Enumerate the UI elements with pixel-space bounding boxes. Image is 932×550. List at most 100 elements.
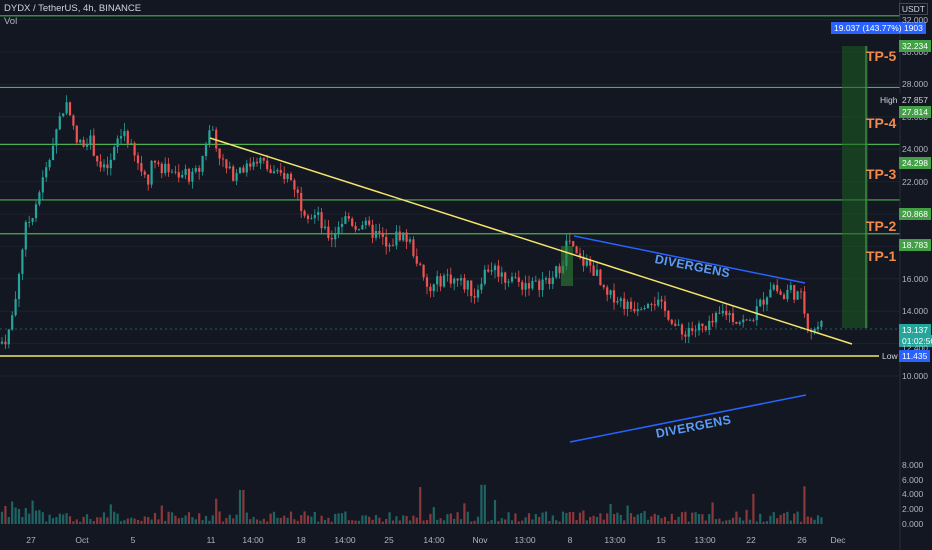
volume-bar bbox=[11, 501, 14, 524]
candle-body bbox=[626, 301, 629, 309]
candle-body bbox=[541, 279, 544, 291]
candle-body bbox=[259, 157, 262, 164]
candle-body bbox=[493, 265, 497, 271]
candle-body bbox=[616, 300, 619, 303]
volume-bar bbox=[82, 516, 85, 524]
volume-bar bbox=[565, 513, 568, 524]
volume-bar bbox=[92, 521, 95, 524]
candle-body bbox=[691, 328, 694, 331]
candle-body bbox=[680, 324, 684, 335]
currency-label[interactable]: USDT bbox=[898, 3, 928, 15]
volume-bar bbox=[34, 510, 38, 524]
candle-body bbox=[806, 313, 809, 331]
candle-body bbox=[510, 276, 514, 282]
volume-bar bbox=[211, 515, 214, 524]
candle-body bbox=[106, 164, 109, 169]
volume-bar bbox=[816, 515, 820, 524]
price-tick: 30.000 bbox=[902, 47, 928, 57]
volume-bar bbox=[504, 519, 507, 524]
target-level-lines bbox=[0, 15, 900, 235]
candle-body bbox=[204, 143, 208, 157]
candle-body bbox=[306, 215, 310, 219]
volume-bar bbox=[215, 498, 218, 524]
candle-body bbox=[657, 299, 660, 306]
candle-body bbox=[701, 323, 704, 327]
candle-body bbox=[708, 320, 711, 331]
candle-body bbox=[646, 303, 650, 308]
candle-body bbox=[769, 289, 772, 298]
volume-bar bbox=[548, 521, 551, 524]
volume-bar bbox=[660, 518, 663, 524]
volume-bar bbox=[459, 519, 463, 524]
volume-bar bbox=[422, 520, 425, 524]
volume-bar bbox=[181, 517, 184, 524]
volume-bar bbox=[514, 513, 517, 524]
volume-bar bbox=[599, 513, 602, 524]
candle-body bbox=[765, 297, 769, 305]
candle-body bbox=[432, 284, 435, 292]
breakout-highlight bbox=[561, 246, 573, 286]
candle-body bbox=[585, 260, 588, 266]
candle-body bbox=[425, 277, 429, 287]
volume-bar bbox=[123, 520, 126, 524]
time-tick: 14:00 bbox=[242, 535, 264, 545]
candle-body bbox=[449, 274, 452, 284]
candle-body bbox=[677, 324, 680, 326]
volume-bar bbox=[674, 519, 677, 524]
tp4-label: TP-4 bbox=[866, 115, 897, 131]
candle-body bbox=[276, 170, 279, 172]
candle-body bbox=[11, 315, 14, 330]
candle-body bbox=[459, 277, 463, 281]
volume-bar bbox=[538, 516, 541, 524]
candle-body bbox=[368, 220, 371, 225]
candle-body bbox=[249, 163, 252, 167]
candle-body bbox=[551, 277, 554, 285]
candle-body bbox=[347, 216, 350, 219]
volume-bar bbox=[619, 514, 622, 524]
candle-body bbox=[442, 275, 446, 287]
volume-bar bbox=[810, 517, 813, 524]
volume-bar bbox=[657, 515, 660, 524]
time-tick: 18 bbox=[296, 535, 306, 545]
countdown-tag: 01:02:56 bbox=[899, 335, 932, 347]
candle-body bbox=[65, 102, 68, 114]
volume-bar bbox=[99, 517, 102, 524]
candle-body bbox=[558, 266, 561, 273]
candle-body bbox=[796, 291, 799, 300]
price-tick: 32.000 bbox=[902, 14, 928, 25]
volume-bar bbox=[578, 512, 582, 524]
candle-body bbox=[718, 312, 721, 314]
volume-bar bbox=[228, 514, 231, 524]
candle-body bbox=[28, 221, 31, 223]
volume-bar bbox=[344, 511, 347, 524]
candle-body bbox=[738, 322, 741, 324]
candle-body bbox=[405, 232, 408, 242]
candle-body bbox=[473, 296, 476, 298]
candle-body bbox=[572, 241, 575, 247]
volume-bar bbox=[272, 511, 276, 524]
candle-body bbox=[653, 304, 656, 306]
volume-bar bbox=[487, 521, 490, 524]
descending-trendline bbox=[209, 137, 853, 345]
volume-bar bbox=[204, 515, 208, 524]
candle-body bbox=[269, 169, 272, 174]
volume-bar bbox=[714, 519, 718, 524]
volume-bar bbox=[419, 487, 422, 524]
tp1-label: TP-1 bbox=[866, 248, 897, 264]
volume-bar bbox=[646, 519, 650, 524]
candle-body bbox=[289, 173, 293, 181]
volume-bar bbox=[779, 514, 782, 524]
candle-body bbox=[633, 308, 636, 312]
candle-body bbox=[89, 135, 92, 145]
symbol-title: DYDX / TetherUS, 4h, BINANCE bbox=[4, 3, 142, 14]
volume-bar bbox=[510, 520, 514, 524]
candle-body bbox=[694, 330, 697, 332]
volume-bar bbox=[541, 512, 544, 524]
volume-bar bbox=[381, 521, 384, 524]
candle-body bbox=[371, 224, 374, 238]
volume-bar bbox=[718, 518, 721, 524]
candle-body bbox=[96, 155, 99, 162]
candle-body bbox=[75, 125, 78, 143]
volume-bar bbox=[704, 520, 707, 524]
